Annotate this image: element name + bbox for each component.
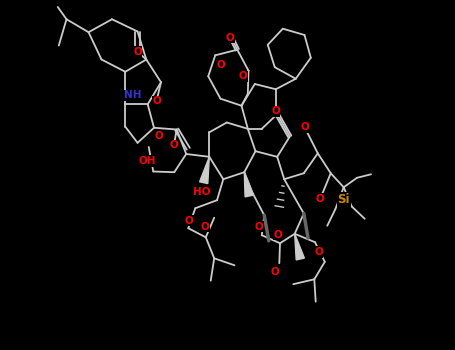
Text: O: O (270, 267, 279, 277)
Text: O: O (200, 222, 209, 232)
Text: O: O (316, 194, 324, 204)
Text: O: O (155, 131, 164, 141)
Text: NH: NH (124, 90, 141, 100)
Text: Si: Si (338, 193, 350, 206)
Polygon shape (244, 172, 253, 197)
Text: O: O (300, 122, 309, 132)
Text: O: O (271, 106, 280, 116)
Text: O: O (133, 47, 142, 57)
Text: O: O (185, 216, 193, 225)
Text: O: O (152, 97, 161, 106)
Text: O: O (170, 140, 179, 150)
Text: O: O (255, 222, 263, 232)
Text: O: O (239, 71, 248, 81)
Text: O: O (314, 247, 323, 257)
Text: O: O (216, 60, 225, 70)
Polygon shape (295, 234, 304, 260)
Polygon shape (200, 157, 209, 184)
Text: HO: HO (192, 187, 210, 197)
Text: O: O (226, 33, 235, 43)
Text: O: O (273, 230, 282, 239)
Text: OH: OH (138, 156, 156, 166)
